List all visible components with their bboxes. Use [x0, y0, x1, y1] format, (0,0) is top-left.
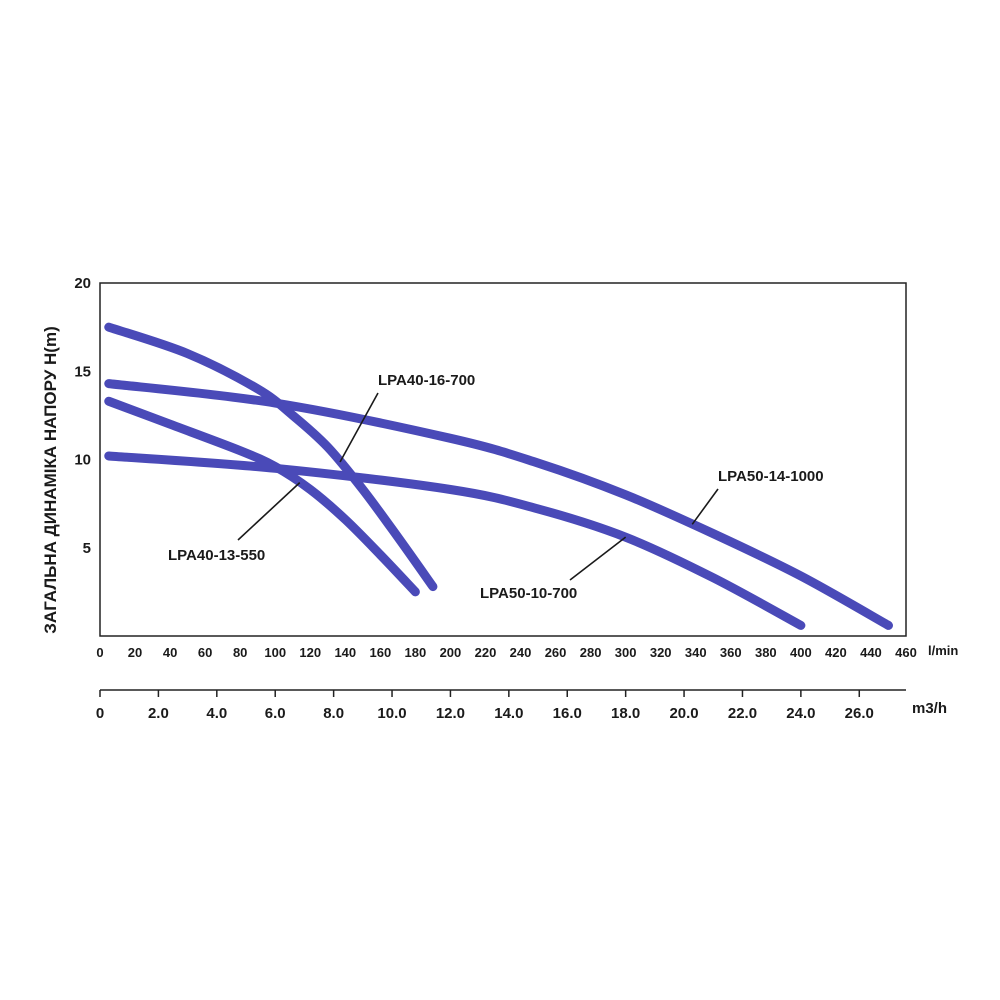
x-tick-label: 240 [510, 645, 532, 660]
x-tick-label: 340 [685, 645, 707, 660]
x-tick-label: 460 [895, 645, 917, 660]
x2-tick-label: 8.0 [323, 705, 344, 722]
series-label-lpa50-10-700: LPA50-10-700 [480, 585, 577, 602]
x-tick-label: 40 [163, 645, 177, 660]
x-tick-label: 320 [650, 645, 672, 660]
series-leader-line [569, 536, 627, 581]
plot-frame [99, 282, 907, 637]
series-label-lpa40-13-550: LPA40-13-550 [168, 547, 265, 564]
x-tick-label: 140 [334, 645, 356, 660]
x2-tick-label: 22.0 [728, 705, 757, 722]
series-leader-line [691, 488, 719, 525]
x2-tick-label: 2.0 [148, 705, 169, 722]
x2-tick-label: 18.0 [611, 705, 640, 722]
x-tick-label: 280 [580, 645, 602, 660]
x-tick-label: 120 [299, 645, 321, 660]
series-curve-lpa40-16-700 [104, 322, 438, 592]
x2-axis-unit-label: m3/h [912, 700, 947, 717]
x-tick-label: 20 [128, 645, 142, 660]
y-axis-label: ЗАГАЛЬНА ДИНАМІКА НАПОРУ H(m) [41, 326, 60, 633]
x-tick-label: 60 [198, 645, 212, 660]
x2-tick-label: 4.0 [206, 705, 227, 722]
x-tick-label: 200 [440, 645, 462, 660]
series-curve-lpa50-14-1000 [104, 379, 893, 630]
x2-tick-label: 16.0 [553, 705, 582, 722]
x-tick-label: 360 [720, 645, 742, 660]
x2-tick-label: 6.0 [265, 705, 286, 722]
series-leader-line [339, 392, 379, 463]
x-tick-label: 400 [790, 645, 812, 660]
series-curve-lpa40-13-550 [104, 396, 420, 597]
series-curve-lpa50-10-700 [104, 451, 806, 630]
x-tick-label: 80 [233, 645, 247, 660]
x2-tick-label: 10.0 [377, 705, 406, 722]
x-tick-label: 300 [615, 645, 637, 660]
x2-tick-label: 20.0 [669, 705, 698, 722]
x-tick-label: 100 [264, 645, 286, 660]
x-tick-label: 420 [825, 645, 847, 660]
y-tick-label: 10 [74, 452, 91, 469]
x2-tick-label: 24.0 [786, 705, 815, 722]
x-axis-unit-label: l/min [928, 643, 958, 658]
series-leader-line [237, 482, 301, 541]
y-tick-label: 15 [74, 363, 91, 380]
x-tick-label: 160 [369, 645, 391, 660]
series-label-lpa40-16-700: LPA40-16-700 [378, 372, 475, 389]
x-tick-label: 180 [405, 645, 427, 660]
x2-tick-label: 0 [96, 705, 104, 722]
y-tick-label: 20 [74, 275, 91, 292]
y-tick-label: 5 [83, 540, 91, 557]
x-tick-label: 0 [96, 645, 103, 660]
x2-tick-label: 12.0 [436, 705, 465, 722]
x-tick-label: 440 [860, 645, 882, 660]
series-label-lpa50-14-1000: LPA50-14-1000 [718, 468, 824, 485]
x-tick-label: 220 [475, 645, 497, 660]
x-tick-label: 260 [545, 645, 567, 660]
x2-tick-label: 26.0 [845, 705, 874, 722]
x-tick-label: 380 [755, 645, 777, 660]
x2-tick-label: 14.0 [494, 705, 523, 722]
